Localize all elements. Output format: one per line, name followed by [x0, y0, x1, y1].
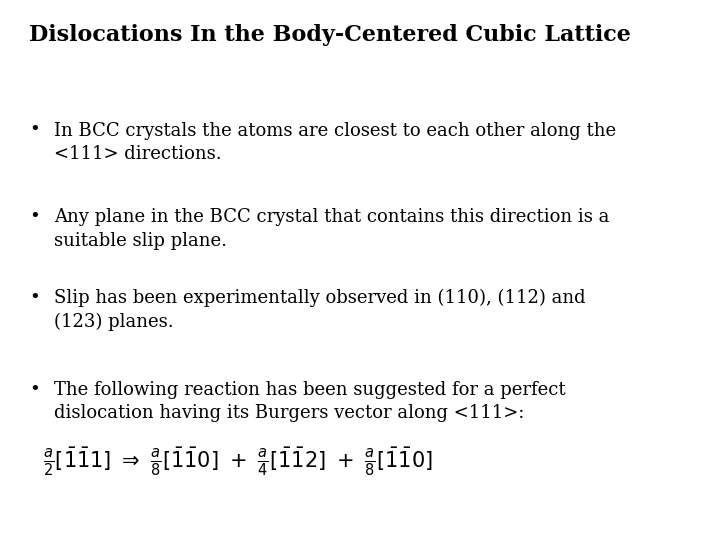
Text: •: • — [29, 381, 40, 399]
Text: The following reaction has been suggested for a perfect
dislocation having its B: The following reaction has been suggeste… — [54, 381, 566, 422]
Text: Any plane in the BCC crystal that contains this direction is a
suitable slip pla: Any plane in the BCC crystal that contai… — [54, 208, 609, 249]
Text: Slip has been experimentally observed in (110), (112) and
(123) planes.: Slip has been experimentally observed in… — [54, 289, 585, 331]
Text: •: • — [29, 208, 40, 226]
Text: $\frac{a}{2}\left[\bar{1}\bar{1}1\right]$$\ \Rightarrow\ $$\frac{a}{8}\left[\bar: $\frac{a}{2}\left[\bar{1}\bar{1}1\right]… — [43, 446, 433, 478]
Text: In BCC crystals the atoms are closest to each other along the
<111> directions.: In BCC crystals the atoms are closest to… — [54, 122, 616, 163]
Text: •: • — [29, 289, 40, 307]
Text: •: • — [29, 122, 40, 139]
Text: Dislocations In the Body-Centered Cubic Lattice: Dislocations In the Body-Centered Cubic … — [29, 24, 631, 46]
